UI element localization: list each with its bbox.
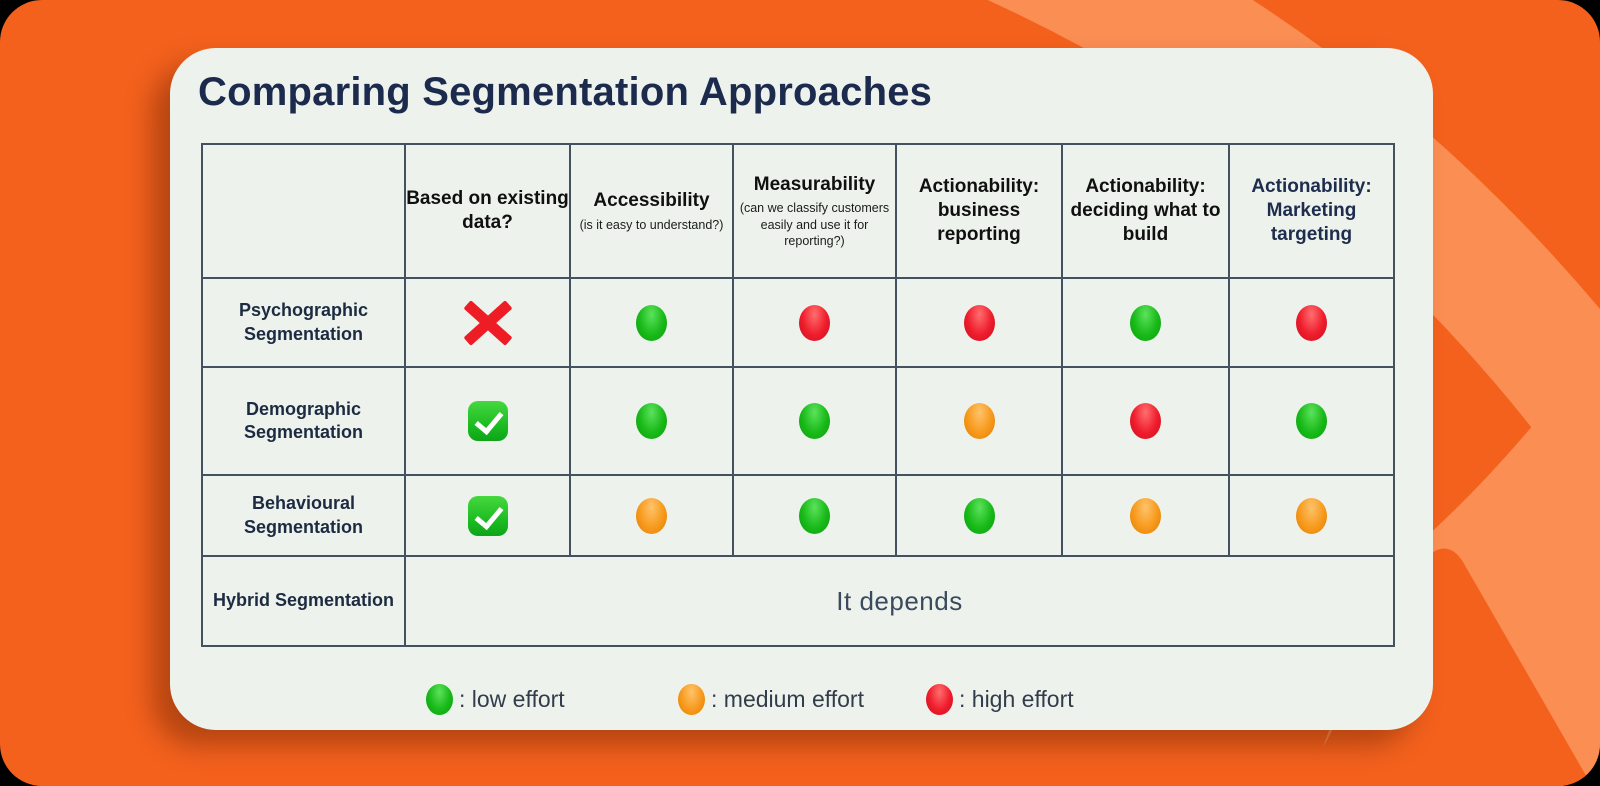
column-header-accessibility: Accessibility (is it easy to understand?… [569,143,734,279]
table-cell [895,474,1063,557]
table-header-row: Based on existing data? Accessibility (i… [201,143,1395,279]
effort-dot [1296,497,1327,534]
table-cell [732,366,897,476]
effort-dot [963,497,995,534]
table-cell [404,277,571,368]
effort-dot [636,403,667,439]
row-label: Demographic Segmentation [201,366,406,476]
table-cell [895,277,1063,368]
page-title: Comparing Segmentation Approaches [198,70,933,114]
effort-dot [799,304,830,341]
effort-dot [1130,304,1161,341]
effort-dot [963,304,995,341]
effort-dot [799,497,830,534]
row-label: Behavioural Segmentation [201,474,406,557]
column-header-existing-data: Based on existing data? [404,143,571,279]
orange-dot-icon [678,684,705,715]
it-depends-cell: It depends [404,555,1395,647]
column-header-label: Actionability: business reporting [918,175,1040,246]
table-cell [404,366,571,476]
check-icon [467,495,508,536]
column-header-label: Accessibility [593,190,710,212]
legend-item-medium-effort: : medium effort [678,684,864,715]
table-row-hybrid: Hybrid Segmentation It depends [201,555,1395,647]
effort-dot [1296,403,1327,439]
table-cell [569,474,734,557]
table-cell [1228,277,1395,368]
table-cell [569,277,734,368]
table-cell [1061,277,1230,368]
column-header-deciding-what-to-build: Actionability: deciding what to build [1061,143,1230,279]
table-cell [569,366,734,476]
table-cell [1061,474,1230,557]
cross-icon [464,301,512,345]
green-dot-icon [426,684,453,715]
effort-dot [799,403,830,439]
table-cell [732,474,897,557]
effort-dot [1296,304,1327,341]
legend-label: : medium effort [711,686,864,712]
effort-legend: : low effort : medium effort : high effo… [170,684,1433,724]
content-card: Comparing Segmentation Approaches Based … [170,48,1433,730]
effort-dot [1130,403,1161,439]
column-header-measurability: Measurability (can we classify customers… [732,143,897,279]
table-cell [1228,366,1395,476]
legend-label: : low effort [459,686,565,712]
table-cell [1061,366,1230,476]
table-cell [404,474,571,557]
column-header-marketing-targeting: Actionability: Marketing targeting [1228,143,1395,279]
column-header-label: Based on existing data? [406,187,569,233]
column-header-label: Actionability: deciding what to build [1070,175,1221,246]
column-header-label: Actionability: Marketing targeting [1251,175,1372,246]
check-icon [467,401,508,441]
effort-dot [636,497,667,534]
effort-dot [963,403,995,439]
effort-dot [636,304,667,341]
effort-dot [1130,497,1161,534]
legend-item-high-effort: : high effort [926,684,1074,715]
legend-label: : high effort [959,686,1074,712]
column-header-empty [201,143,406,279]
table-row-behavioural: Behavioural Segmentation [201,474,1395,557]
column-header-label: Measurability [753,173,876,195]
column-header-business-reporting: Actionability: business reporting [895,143,1063,279]
segmentation-comparison-table: Based on existing data? Accessibility (i… [201,143,1395,647]
table-row-psychographic: Psychographic Segmentation [201,277,1395,368]
column-header-sublabel: (can we classify customers easily and us… [739,201,890,248]
red-dot-icon [926,684,953,715]
row-label: Hybrid Segmentation [201,555,406,647]
table-cell [732,277,897,368]
row-label: Psychographic Segmentation [201,277,406,368]
table-cell [1228,474,1395,557]
table-row-demographic: Demographic Segmentation [201,366,1395,476]
column-header-sublabel: (is it easy to understand?) [579,217,724,232]
table-cell [895,366,1063,476]
legend-item-low-effort: : low effort [426,684,565,715]
